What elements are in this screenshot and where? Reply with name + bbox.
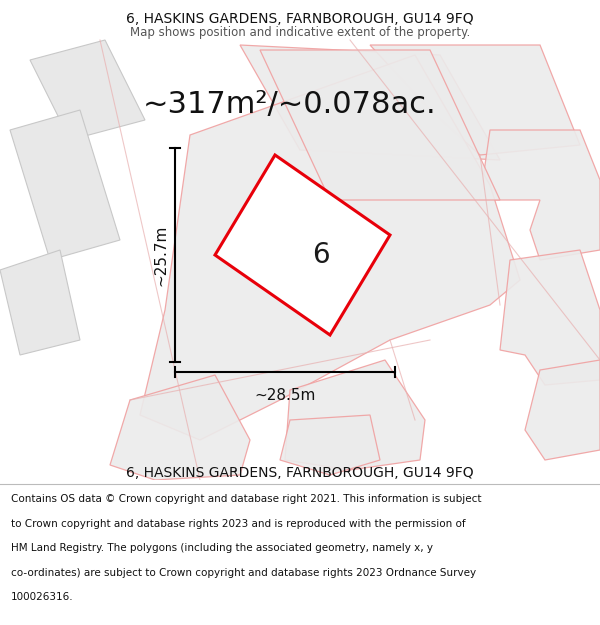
- Polygon shape: [0, 250, 80, 355]
- Polygon shape: [280, 415, 380, 475]
- Text: 6: 6: [311, 241, 329, 269]
- Polygon shape: [525, 360, 600, 460]
- Polygon shape: [260, 50, 500, 200]
- Polygon shape: [215, 155, 390, 335]
- Text: HM Land Registry. The polygons (including the associated geometry, namely x, y: HM Land Registry. The polygons (includin…: [11, 543, 433, 553]
- Text: co-ordinates) are subject to Crown copyright and database rights 2023 Ordnance S: co-ordinates) are subject to Crown copyr…: [11, 568, 476, 578]
- Text: 6, HASKINS GARDENS, FARNBOROUGH, GU14 9FQ: 6, HASKINS GARDENS, FARNBOROUGH, GU14 9F…: [126, 466, 474, 480]
- Polygon shape: [370, 45, 580, 155]
- Text: 100026316.: 100026316.: [11, 592, 73, 602]
- Text: ~28.5m: ~28.5m: [254, 388, 316, 403]
- Polygon shape: [10, 110, 120, 260]
- Polygon shape: [30, 40, 145, 140]
- Text: 6, HASKINS GARDENS, FARNBOROUGH, GU14 9FQ: 6, HASKINS GARDENS, FARNBOROUGH, GU14 9F…: [126, 12, 474, 26]
- Text: to Crown copyright and database rights 2023 and is reproduced with the permissio: to Crown copyright and database rights 2…: [11, 519, 466, 529]
- Polygon shape: [240, 45, 500, 160]
- Text: ~25.7m: ~25.7m: [154, 224, 169, 286]
- Polygon shape: [480, 130, 600, 260]
- Polygon shape: [500, 250, 600, 385]
- Text: Contains OS data © Crown copyright and database right 2021. This information is : Contains OS data © Crown copyright and d…: [11, 494, 481, 504]
- Text: Map shows position and indicative extent of the property.: Map shows position and indicative extent…: [130, 26, 470, 39]
- Polygon shape: [110, 375, 250, 480]
- Text: ~317m²/~0.078ac.: ~317m²/~0.078ac.: [143, 91, 437, 119]
- Polygon shape: [140, 55, 520, 440]
- Polygon shape: [285, 360, 425, 470]
